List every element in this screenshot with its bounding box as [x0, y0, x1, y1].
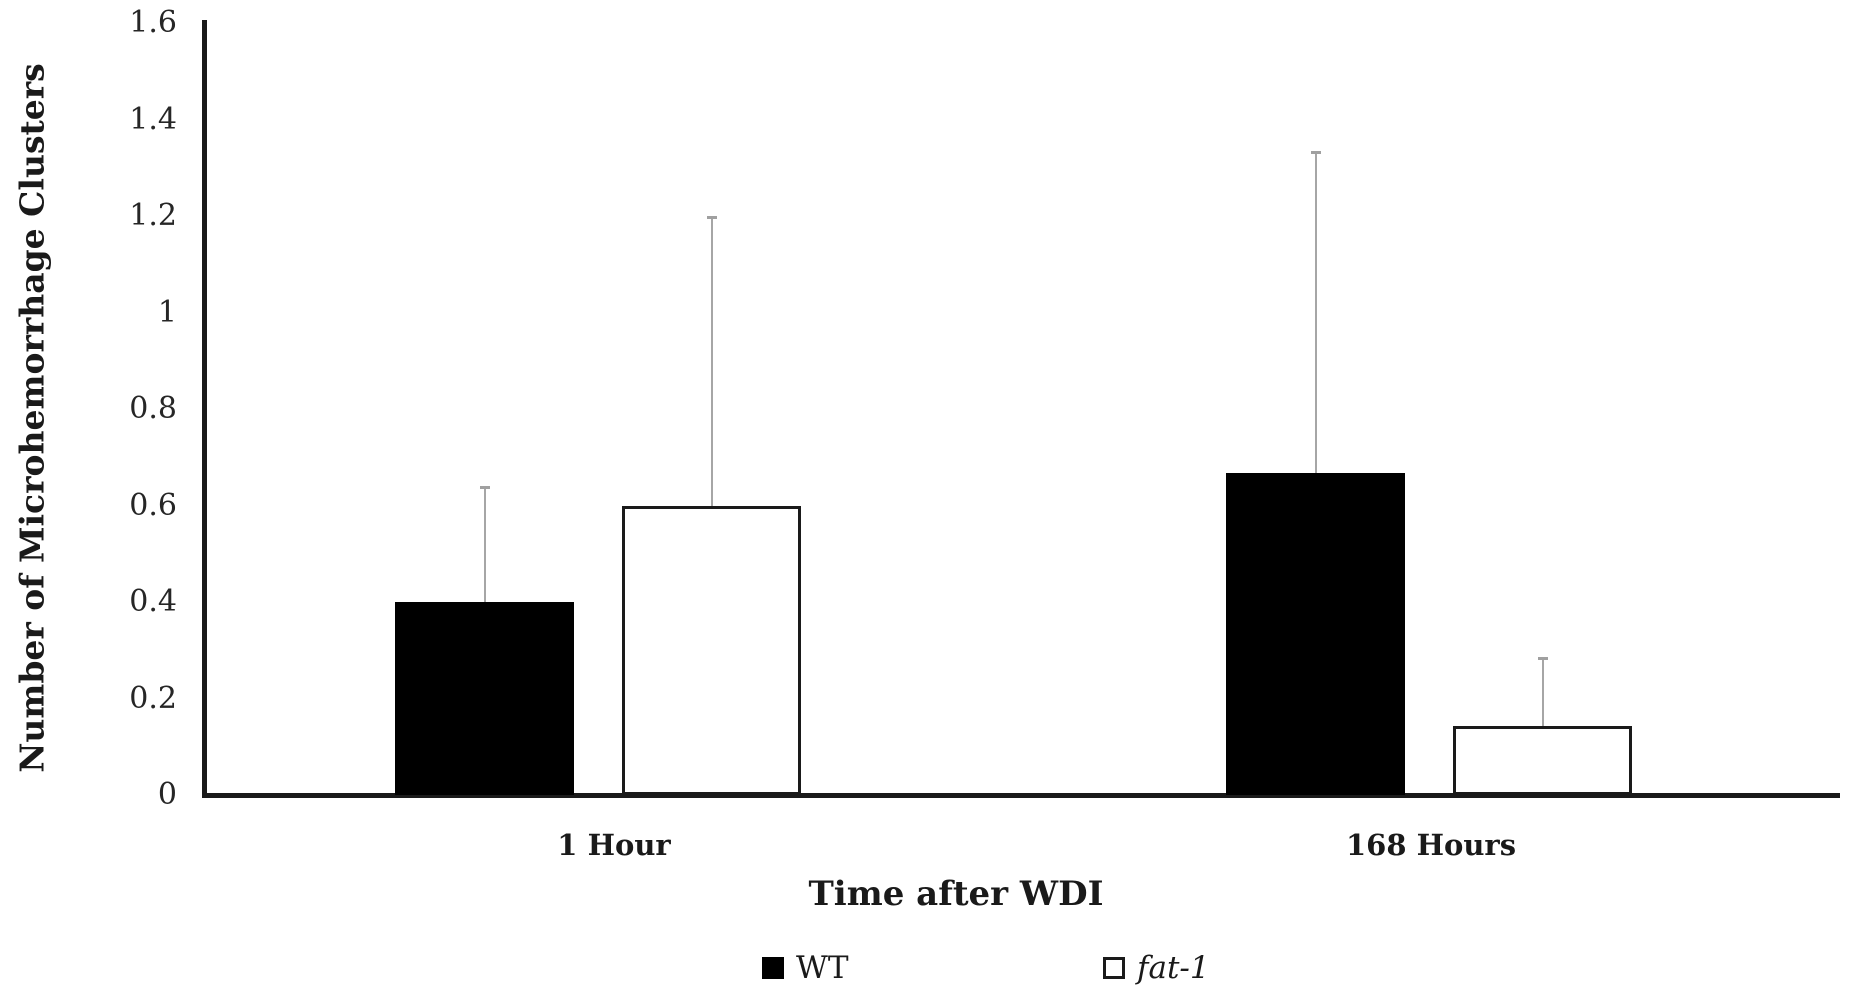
y-tick-label-1-2: 1.2 — [129, 197, 177, 233]
error-bar-cap-wt-1-hour — [479, 486, 490, 490]
y-axis-title: Number of Microhemorrhage Clusters — [12, 63, 52, 773]
y-tick-label-1: 1 — [157, 294, 177, 330]
x-axis-title: Time after WDI — [808, 874, 1104, 914]
error-bar-fat-1-1-hour — [710, 216, 713, 506]
x-axis-line — [202, 793, 1840, 798]
y-tick-label-0: 0 — [157, 776, 177, 812]
legend-item-wt: WT — [762, 950, 849, 986]
bar-wt-168-hours — [1226, 473, 1405, 795]
error-bar-cap-fat-1-168-hours — [1537, 657, 1548, 660]
error-bar-cap-fat-1-1-hour — [706, 216, 717, 219]
error-bar-cap-wt-168-hours — [1310, 151, 1321, 155]
error-bar-wt-168-hours — [1314, 151, 1317, 474]
y-tick-label-0-4: 0.4 — [129, 583, 177, 619]
legend-label-fat-1: fat-1 — [1137, 950, 1210, 986]
y-tick-label-1-4: 1.4 — [129, 101, 177, 137]
legend-label-wt: WT — [796, 950, 849, 986]
bar-wt-1-hour — [395, 602, 574, 795]
error-bar-wt-1-hour — [483, 486, 486, 602]
bar-fat-1-168-hours — [1453, 726, 1632, 795]
y-tick-label-0-8: 0.8 — [129, 390, 177, 426]
y-tick-label-0-2: 0.2 — [129, 680, 177, 716]
bar-fat-1-1-hour — [622, 505, 801, 795]
y-axis-line — [202, 20, 207, 798]
outlined-square-icon — [1103, 957, 1125, 979]
y-tick-label-1-6: 1.6 — [129, 4, 177, 40]
legend-item-fat-1: fat-1 — [1103, 950, 1210, 986]
filled-square-icon — [762, 957, 784, 979]
error-bar-fat-1-168-hours — [1541, 657, 1544, 726]
category-label-168-hours: 168 Hours — [1345, 828, 1517, 862]
category-label-1-hour: 1 Hour — [557, 828, 671, 862]
y-tick-label-0-6: 0.6 — [129, 487, 177, 523]
